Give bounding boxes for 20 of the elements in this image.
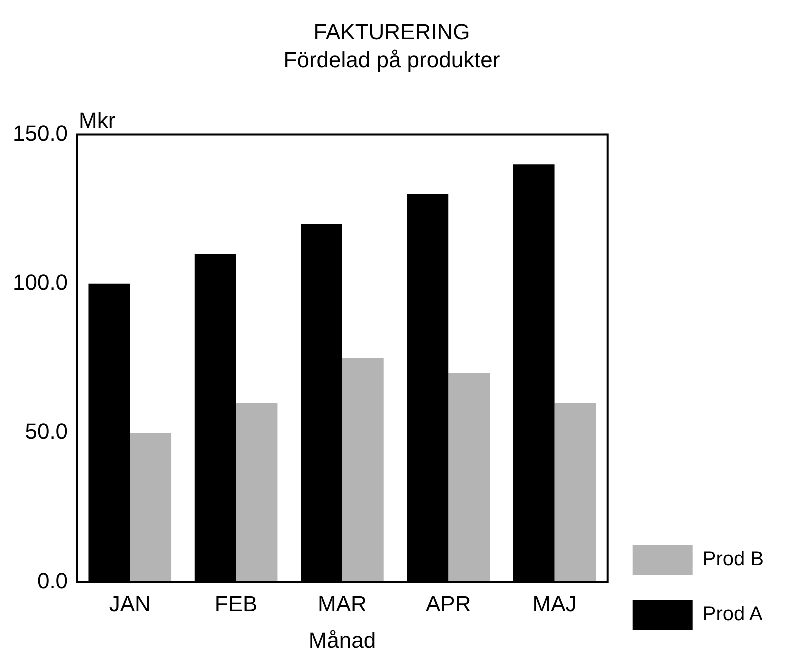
x-tick-label: MAR — [318, 591, 367, 616]
y-tick-label: 0.0 — [37, 568, 68, 594]
bar — [448, 373, 490, 582]
x-tick-label: JAN — [109, 591, 151, 616]
chart-title: FAKTURERING — [314, 19, 470, 44]
bar — [342, 358, 384, 582]
x-tick-label: FEB — [214, 591, 258, 616]
x-axis-title: Månad — [308, 628, 376, 653]
bar — [554, 403, 596, 582]
chart-subtitle: Fördelad på produkter — [284, 48, 500, 73]
y-axis-title: Mkr — [79, 108, 116, 133]
x-tick-label: MAJ — [532, 591, 577, 616]
legend-label: Prod A — [702, 604, 764, 626]
y-tick-label: 150.0 — [12, 120, 68, 146]
bar — [236, 403, 278, 582]
legend-label: Prod B — [702, 548, 764, 571]
bar — [130, 433, 172, 582]
y-tick-label: 50.0 — [25, 419, 68, 444]
y-tick-label: 100.0 — [12, 270, 68, 295]
x-tick-label: APR — [426, 591, 472, 616]
